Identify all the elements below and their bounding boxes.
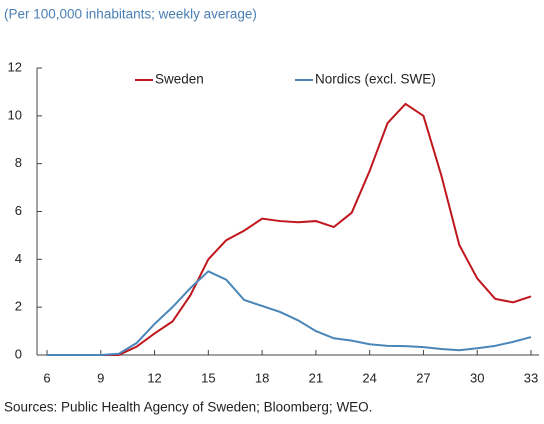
legend-label: Nordics (excl. SWE) bbox=[315, 72, 436, 87]
source-note: Sources: Public Health Agency of Sweden;… bbox=[4, 400, 372, 415]
x-tick-label: 33 bbox=[524, 370, 538, 385]
x-tick-label: 12 bbox=[147, 370, 161, 385]
chart-subtitle: (Per 100,000 inhabitants; weekly average… bbox=[4, 7, 257, 22]
y-tick-label: 0 bbox=[15, 346, 22, 361]
x-tick-label: 30 bbox=[470, 370, 484, 385]
x-tick-label: 6 bbox=[43, 370, 50, 385]
y-tick-label: 2 bbox=[15, 299, 22, 314]
x-tick-label: 21 bbox=[309, 370, 323, 385]
x-tick-label: 24 bbox=[362, 370, 376, 385]
y-tick-label: 4 bbox=[15, 251, 22, 266]
y-tick-label: 6 bbox=[15, 203, 22, 218]
y-tick-label: 8 bbox=[15, 155, 22, 170]
x-tick-label: 27 bbox=[416, 370, 430, 385]
series-line bbox=[47, 270, 532, 356]
legend-label: Sweden bbox=[155, 72, 204, 87]
series-line bbox=[47, 102, 532, 356]
y-tick-label: 12 bbox=[8, 59, 22, 74]
y-tick-label: 10 bbox=[8, 107, 22, 122]
x-tick-label: 18 bbox=[255, 370, 269, 385]
x-tick-label: 9 bbox=[97, 370, 104, 385]
x-tick-label: 15 bbox=[201, 370, 215, 385]
